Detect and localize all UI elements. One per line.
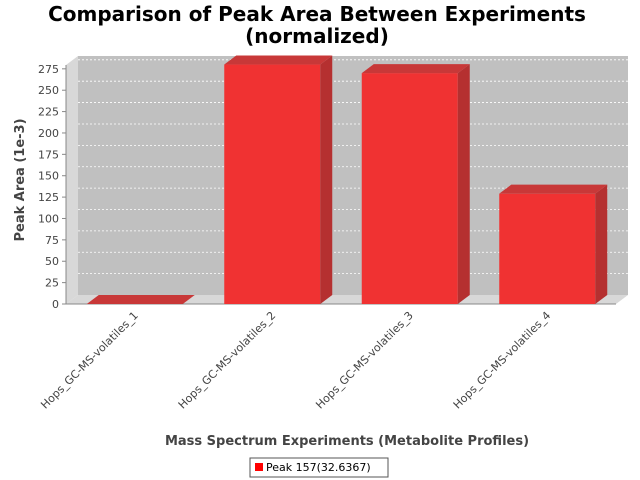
bar-side (320, 55, 333, 304)
bar-top (361, 64, 470, 74)
y-tick-label: 75 (45, 234, 59, 247)
y-tick-label: 100 (38, 212, 59, 225)
y-tick-label: 175 (38, 148, 59, 161)
x-tick-label: Hops_GC-MS-volatiles_1 (38, 309, 141, 412)
bar-front (499, 193, 596, 304)
bar-side (595, 184, 608, 304)
y-tick-label: 0 (52, 298, 59, 311)
chart-title-line-1: Comparison of Peak Area Between Experime… (48, 2, 586, 26)
bar-side (457, 64, 470, 304)
bar (224, 55, 333, 304)
y-tick-label: 225 (38, 106, 59, 119)
bar-front (224, 64, 321, 304)
bar-top (499, 184, 608, 194)
y-tick-label: 25 (45, 277, 59, 290)
y-tick-label: 150 (38, 170, 59, 183)
chart-title: Comparison of Peak Area Between Experime… (48, 2, 586, 48)
bar (499, 184, 608, 304)
legend: Peak 157(32.6367) (249, 457, 389, 478)
y-tick-label: 50 (45, 255, 59, 268)
legend-box (249, 457, 389, 478)
bars (86, 55, 608, 304)
y-tick-label: 250 (38, 84, 59, 97)
bar (86, 295, 195, 304)
bar-top (224, 55, 333, 65)
bar-top (86, 295, 195, 304)
y-tick-label: 125 (38, 191, 59, 204)
x-axis: Hops_GC-MS-volatiles_1 Hops_GC-MS-volatil… (38, 309, 553, 412)
y-axis: 0 25 50 75 100 125 150 175 200 225 250 275 (38, 63, 67, 311)
x-tick-label: Hops_GC-MS-volatiles_2 (176, 309, 279, 412)
bar-front (361, 73, 458, 304)
y-tick-label: 200 (38, 127, 59, 140)
floor (66, 295, 628, 304)
plot-background (78, 56, 628, 295)
left-wall (66, 56, 78, 304)
bar (361, 64, 470, 304)
x-tick-label: Hops_GC-MS-volatiles_4 (451, 309, 554, 412)
y-axis-title: Peak Area (1e-3) (13, 118, 28, 241)
legend-swatch (255, 463, 263, 471)
x-tick-label: Hops_GC-MS-volatiles_3 (313, 309, 416, 412)
chart-title-line-2: (normalized) (245, 24, 389, 48)
legend-label: Peak 157(32.6367) (266, 461, 371, 474)
y-tick-label: 275 (38, 63, 59, 76)
x-axis-title: Mass Spectrum Experiments (Metabolite Pr… (165, 434, 529, 449)
